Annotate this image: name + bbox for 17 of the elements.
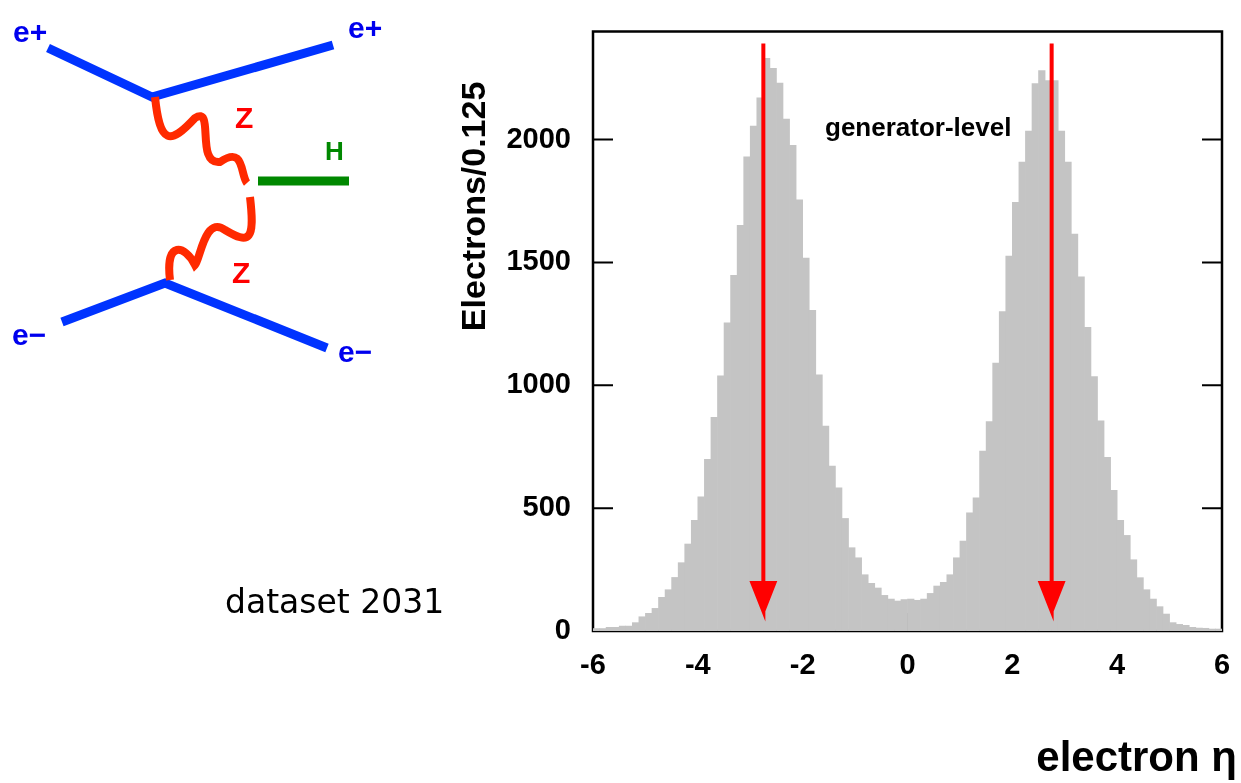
y-tick-label: 0 <box>554 613 571 645</box>
annotation: generator-level <box>825 111 1012 142</box>
x-tick-label: -4 <box>684 648 711 681</box>
x-tick-label: 2 <box>1004 648 1021 681</box>
x-tick-label: -6 <box>580 648 606 681</box>
y-tick-label: 1500 <box>506 244 571 277</box>
y-tick-label: 500 <box>522 490 571 523</box>
y-tick-label: 1000 <box>506 367 571 400</box>
x-tick-label: 0 <box>899 648 916 681</box>
y-axis-title: Electrons/0.125 <box>454 81 493 332</box>
x-tick-label: -2 <box>789 648 816 681</box>
x-tick-label: 6 <box>1213 648 1231 681</box>
feynman-diagram: e+ e+ Z H Z e− e− <box>8 5 398 380</box>
y-tick-label: 2000 <box>506 121 571 154</box>
x-tick-label: 4 <box>1109 648 1126 681</box>
text: dataset 2031 <box>225 582 445 621</box>
x-axis-title: electron η <box>1036 733 1237 780</box>
